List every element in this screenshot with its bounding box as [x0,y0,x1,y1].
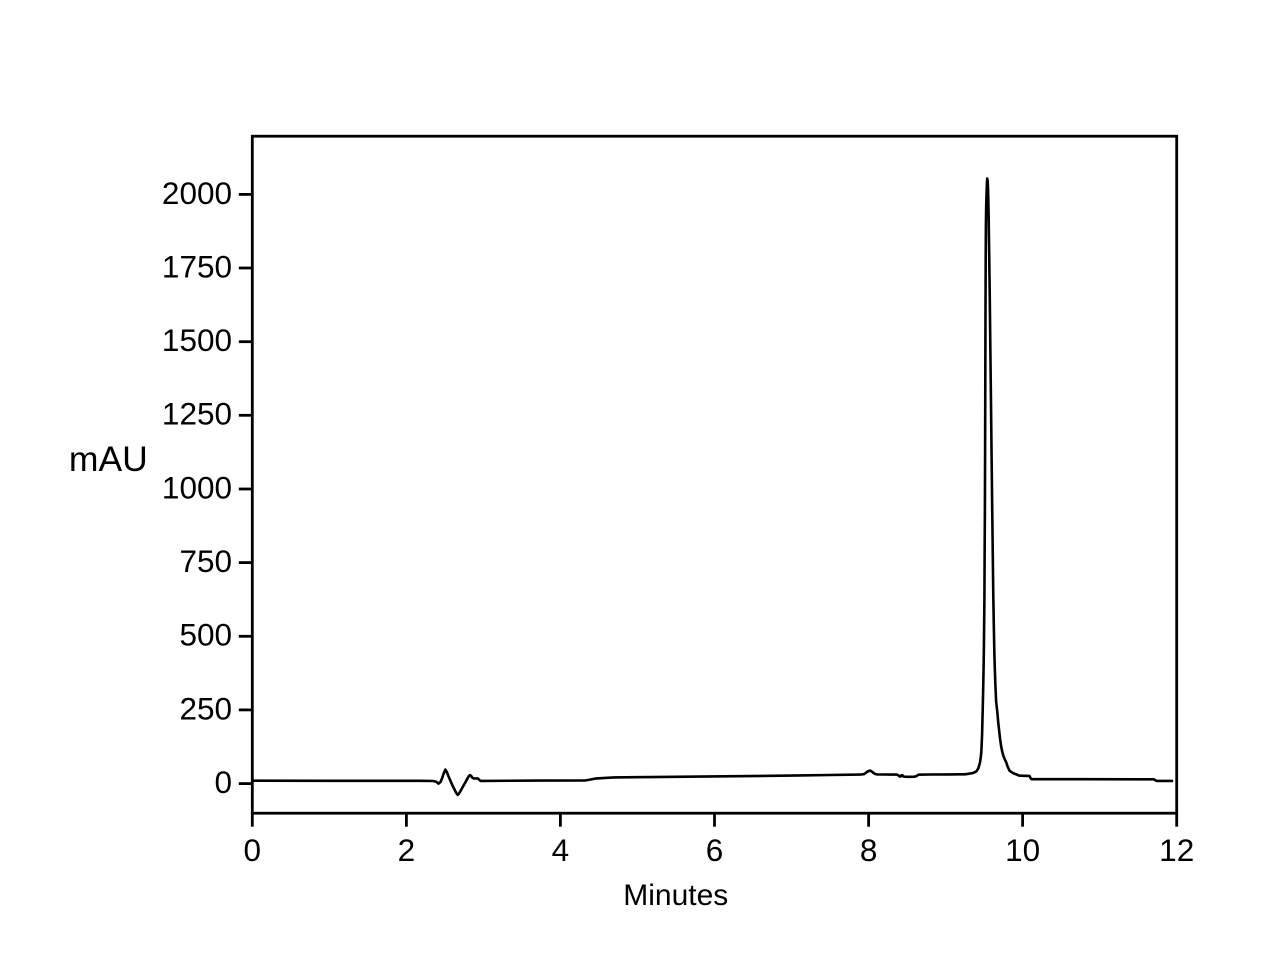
svg-text:8: 8 [860,832,878,868]
svg-text:10: 10 [1005,832,1040,868]
svg-text:1000: 1000 [162,469,232,505]
svg-text:6: 6 [706,832,724,868]
svg-text:250: 250 [179,690,232,726]
svg-text:1500: 1500 [162,322,232,358]
svg-text:0: 0 [244,832,262,868]
svg-text:500: 500 [179,617,232,653]
svg-text:12: 12 [1159,832,1194,868]
svg-text:750: 750 [179,543,232,579]
svg-text:2: 2 [398,832,416,868]
svg-text:1750: 1750 [162,248,232,284]
svg-text:4: 4 [552,832,570,868]
svg-text:mAU: mAU [69,439,148,479]
svg-text:2000: 2000 [162,175,232,211]
svg-text:1250: 1250 [162,396,232,432]
svg-text:0: 0 [214,764,232,800]
svg-text:Minutes: Minutes [623,879,728,912]
